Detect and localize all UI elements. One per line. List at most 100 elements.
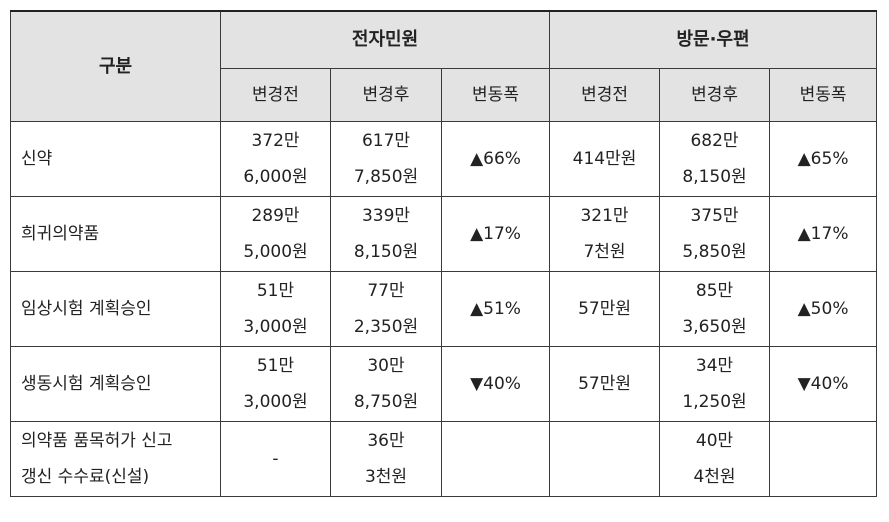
table-row: 생동시험 계획승인 51만 3,000원 30만 8,750원 ▼40% 57만원 34만 1,… [10,346,878,422]
row-name-text: 갱신 수수료(신설) [21,467,150,487]
visit-after-text: 8,150원 [682,167,747,187]
electronic-after-cell: 617만 7,850원 [330,121,442,197]
electronic-change-text: ▼40% [470,374,521,394]
header-change: 변동폭 [440,68,551,122]
row-name-text: 생동시험 계획승인 [21,374,152,394]
electronic-after-text: 2,350원 [353,317,419,337]
table-row: 희귀의약품 289만 5,000원 339만 8,150원 ▲17% 321만 7천원 375만… [10,196,878,272]
visit-change-cell: ▼40% [769,346,878,422]
visit-change-cell: ▲17% [769,196,878,272]
visit-change-text: ▲65% [797,149,849,169]
row-name-text: 임상시험 계획승인 [21,299,152,319]
visit-after-cell: 375만 5,850원 [659,196,771,272]
electronic-change-cell: ▲51% [440,271,551,347]
electronic-after-text: 77만 [367,281,405,301]
electronic-before-cell: 289만 5,000원 [220,196,331,272]
visit-change-text: ▼40% [797,374,849,394]
electronic-before-cell: 51만 3,000원 [220,346,331,422]
visit-after-text: 375만 [690,206,739,226]
electronic-before-text: 6,000원 [243,167,308,187]
visit-before-cell: 414만원 [549,121,661,197]
header-after: 변경후 [330,68,442,122]
row-name-text: 신약 [21,149,53,169]
electronic-after-text: 617만 [361,131,411,151]
electronic-before-text: 3,000원 [243,317,308,337]
row-name-text: 의약품 품목허가 신고 [21,431,173,451]
electronic-after-cell: 30만 8,750원 [330,346,442,422]
electronic-change-cell: ▲66% [440,121,551,197]
visit-before-cell: 57만원 [549,346,661,422]
visit-after-cell: 85만 3,650원 [659,271,771,347]
visit-change-cell: ▲50% [769,271,878,347]
visit-before-cell [549,421,661,497]
row-name-cell: 생동시험 계획승인 [10,346,221,422]
electronic-after-text: 339만 [361,206,411,226]
table-row: 임상시험 계획승인 51만 3,000원 77만 2,350원 ▲51% 57만원 85만 3,… [10,271,878,347]
electronic-change-text: ▲17% [470,224,521,244]
electronic-before-text: 51만 [256,281,295,301]
electronic-change-text: ▲51% [470,299,521,319]
electronic-change-cell [440,421,551,497]
visit-after-cell: 34만 1,250원 [659,346,771,422]
electronic-before-cell: - [220,421,331,497]
electronic-change-cell: ▼40% [440,346,551,422]
header-sub-row: 변경전 변경후 변동폭 변경전 변경후 변동폭 [11,68,878,122]
visit-change-text: ▲50% [797,299,849,319]
electronic-change-cell: ▲17% [440,196,551,272]
row-name-cell: 신약 [10,121,221,197]
header-visit-mail: 방문·우편 [549,10,878,69]
visit-before-text: 321만 [580,206,629,226]
electronic-after-cell: 77만 2,350원 [330,271,442,347]
header-after: 변경후 [659,68,771,122]
header-category: 구분 [10,10,221,122]
electronic-before-cell: 372만 6,000원 [220,121,331,197]
electronic-before-text: - [272,449,279,469]
visit-before-text: 57만원 [578,374,631,394]
visit-after-text: 1,250원 [682,392,747,412]
visit-before-text: 414만원 [572,149,637,169]
visit-after-text: 4천원 [693,467,736,487]
fee-comparison-table: 구분 전자민원 방문·우편 변경전 변경후 변동폭 변경전 변경후 변동폭 신약… [10,10,878,497]
visit-before-text: 57만원 [578,299,631,319]
row-name-text: 희귀의약품 [21,224,100,244]
visit-after-text: 85만 [695,281,734,301]
electronic-after-cell: 36만 3천원 [330,421,442,497]
electronic-after-cell: 339만 8,150원 [330,196,442,272]
visit-change-text: ▲17% [797,224,849,244]
electronic-before-text: 51만 [256,356,295,376]
electronic-before-text: 3,000원 [243,392,308,412]
electronic-after-text: 7,850원 [353,167,419,187]
electronic-after-text: 36만 [367,431,405,451]
electronic-after-text: 8,150원 [353,242,419,262]
electronic-before-cell: 51만 3,000원 [220,271,331,347]
electronic-before-text: 372만 [251,131,300,151]
visit-before-cell: 321만 7천원 [549,196,661,272]
visit-before-text: 7천원 [583,242,626,262]
row-name-cell: 희귀의약품 [10,196,221,272]
visit-after-text: 3,650원 [682,317,747,337]
visit-after-cell: 682만 8,150원 [659,121,771,197]
visit-after-cell: 40만 4천원 [659,421,771,497]
visit-after-text: 40만 [695,431,734,451]
table-row: 신약 372만 6,000원 617만 7,850원 ▲66% 414만원 682만 8,150… [10,121,878,197]
electronic-after-text: 30만 [367,356,405,376]
visit-after-text: 34만 [695,356,734,376]
header-change: 변동폭 [769,68,878,122]
electronic-before-text: 5,000원 [243,242,308,262]
electronic-after-text: 8,750원 [353,392,419,412]
visit-change-cell: ▲65% [769,121,878,197]
electronic-after-text: 3천원 [364,467,408,487]
visit-before-cell: 57만원 [549,271,661,347]
header-before: 변경전 [549,68,661,122]
visit-after-text: 5,850원 [682,242,747,262]
electronic-change-text: ▲66% [470,149,521,169]
row-name-cell: 임상시험 계획승인 [10,271,221,347]
header-before: 변경전 [220,68,331,122]
header-electronic: 전자민원 [219,10,551,69]
electronic-before-text: 289만 [251,206,300,226]
visit-change-cell [769,421,878,497]
visit-after-text: 682만 [690,131,739,151]
header-group-row: 구분 전자민원 방문·우편 [10,10,878,122]
